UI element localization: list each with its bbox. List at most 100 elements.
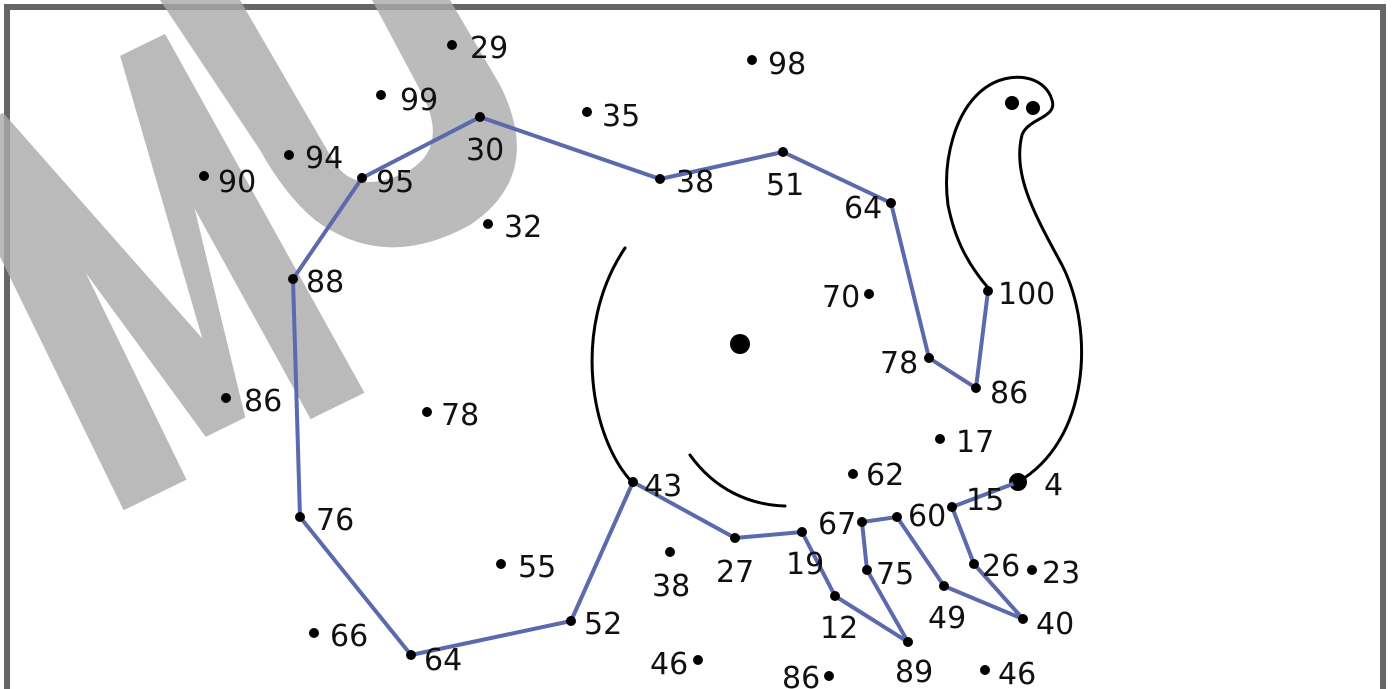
dot-number-label: 88 <box>306 265 344 300</box>
worksheet-frame <box>4 4 1386 689</box>
dot-marker <box>566 616 576 626</box>
numbered-dot: 95 <box>357 165 414 200</box>
neck-and-head-outline <box>945 75 1083 484</box>
dot-number-label: 26 <box>982 549 1020 584</box>
dot-marker <box>983 286 993 296</box>
dot-marker <box>199 171 209 181</box>
numbered-dot: 52 <box>566 607 622 642</box>
numbered-dot: 15 <box>947 483 1004 518</box>
dot-number-label: 35 <box>602 99 640 134</box>
dot-marker <box>309 628 319 638</box>
dot-number-label: 52 <box>584 607 622 642</box>
dot-number-label: 15 <box>966 483 1004 518</box>
dot-number-label: 29 <box>470 31 508 66</box>
dot-marker <box>730 533 740 543</box>
numbered-dot: 55 <box>496 550 556 585</box>
dot-number-label: 23 <box>1042 556 1080 591</box>
dot-marker <box>971 383 981 393</box>
dot-number-label: 46 <box>998 657 1036 689</box>
numbered-dot: 27 <box>716 533 754 590</box>
dot-number-label: 78 <box>441 398 479 433</box>
dot-marker <box>665 547 675 557</box>
numbered-dot: 4 <box>1013 468 1063 503</box>
dot-marker <box>284 150 294 160</box>
numbered-dot: 67 <box>818 507 867 542</box>
watermark-letter-m <box>0 33 365 511</box>
dot-marker <box>221 393 231 403</box>
dot-marker <box>862 565 872 575</box>
dot-marker <box>475 112 485 122</box>
dot-number-label: 86 <box>782 661 820 689</box>
dot-marker <box>422 407 432 417</box>
dot-marker <box>864 289 874 299</box>
dot-marker <box>935 434 945 444</box>
dot-marker <box>857 517 867 527</box>
dot-number-label: 70 <box>822 280 860 315</box>
dot-number-label: 32 <box>504 210 542 245</box>
dot-marker <box>747 55 757 65</box>
dot-number-label: 86 <box>244 384 282 419</box>
numbered-dot: 100 <box>983 277 1055 312</box>
dot-marker <box>1018 614 1028 624</box>
dot-number-label: 67 <box>818 507 856 542</box>
dot-marker <box>483 219 493 229</box>
numbered-dot: 49 <box>928 581 966 636</box>
dot-marker <box>447 40 457 50</box>
dot-marker <box>496 559 506 569</box>
dot-number-label: 64 <box>424 643 462 678</box>
numbered-dot: 26 <box>969 549 1020 584</box>
numbered-dots: 29 98 99 35 30 94 95 90 38 51 64 32 88 70 100 78 86 86 78 1… <box>199 31 1080 689</box>
dot-number-label: 30 <box>466 133 504 168</box>
dot-marker <box>295 512 305 522</box>
dot-number-label: 98 <box>768 47 806 82</box>
dot-number-label: 55 <box>518 550 556 585</box>
dot-marker <box>924 353 934 363</box>
numbered-dot: 98 <box>747 47 806 82</box>
dot-number-label: 90 <box>218 165 256 200</box>
numbered-dot: 86 <box>221 384 282 419</box>
dot-number-label: 38 <box>676 165 714 200</box>
dot-number-label: 78 <box>880 346 918 381</box>
dot-marker <box>357 173 367 183</box>
numbered-dot: 32 <box>483 210 542 245</box>
dot-marker <box>824 671 834 681</box>
numbered-dot: 66 <box>309 619 368 654</box>
eye-right-dot <box>1026 101 1040 115</box>
numbered-dot: 38 <box>652 547 690 604</box>
dot-number-label: 86 <box>990 376 1028 411</box>
numbered-dot: 46 <box>980 657 1036 689</box>
body-center-dot <box>730 334 750 354</box>
dot-number-label: 4 <box>1044 468 1063 503</box>
dot-marker <box>582 107 592 117</box>
dot-number-label: 99 <box>400 83 438 118</box>
dot-number-label: 43 <box>644 469 682 504</box>
dot-number-label: 27 <box>716 555 754 590</box>
numbered-dot: 64 <box>406 643 462 678</box>
numbered-dot: 78 <box>422 398 479 433</box>
dot-marker <box>939 581 949 591</box>
dot-number-label: 17 <box>956 425 994 460</box>
dot-number-label: 40 <box>1036 607 1074 642</box>
numbered-dot: 19 <box>786 527 824 582</box>
dot-number-label: 76 <box>316 503 354 538</box>
dot-marker <box>848 469 858 479</box>
dot-number-label: 100 <box>998 277 1055 312</box>
numbered-dot: 43 <box>628 469 682 504</box>
dot-number-label: 60 <box>908 499 946 534</box>
numbered-dot: 12 <box>820 591 858 646</box>
dot-marker <box>947 502 957 512</box>
numbered-dot: 64 <box>844 191 896 226</box>
dot-marker <box>376 90 386 100</box>
dot-number-label: 94 <box>305 141 343 176</box>
dot-number-label: 12 <box>820 611 858 646</box>
back-arc-outline <box>590 246 634 484</box>
dot-marker <box>693 655 703 665</box>
numbered-dot: 86 <box>971 376 1028 411</box>
dot-marker <box>406 650 416 660</box>
dot-marker <box>655 174 665 184</box>
dot-number-label: 66 <box>330 619 368 654</box>
numbered-dot: 51 <box>766 147 804 203</box>
numbered-dot: 78 <box>880 346 934 381</box>
